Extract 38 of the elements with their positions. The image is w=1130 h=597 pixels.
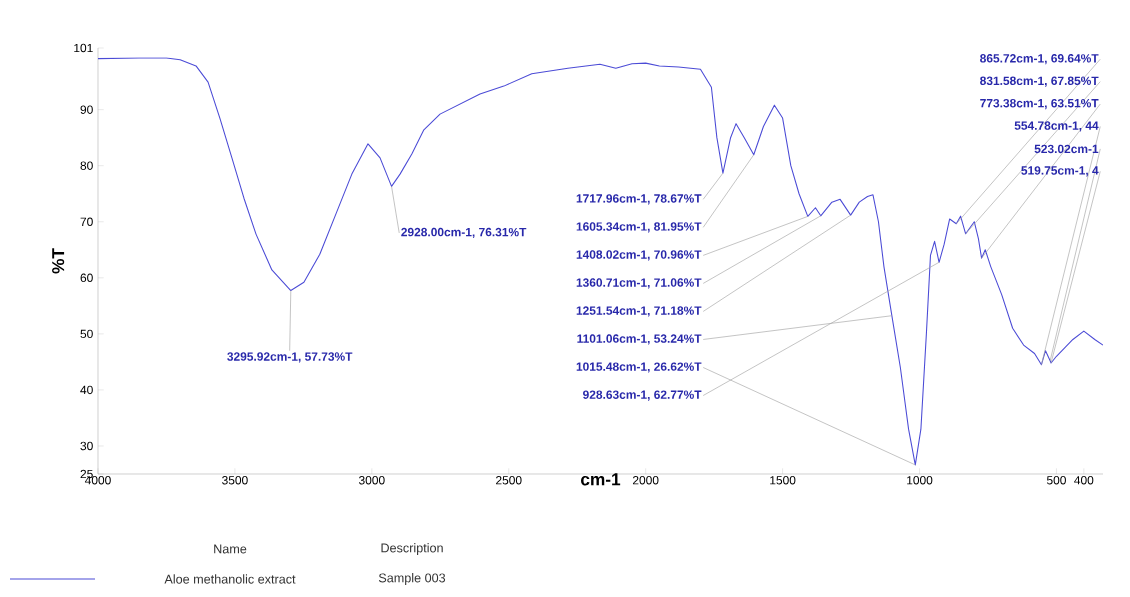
text: Description (381, 543, 443, 555)
annotation: 865.72cm-1, 69.64%T (980, 54, 1099, 65)
annotation: 523.02cm-1 (1034, 144, 1099, 154)
annotation: 773.38cm-1, 63.51%T (980, 98, 1099, 110)
annotation: 928.63cm-1, 62.77%T (583, 390, 702, 401)
annotation: 519.75cm-1, 4 (1021, 166, 1099, 177)
y-tick-label: 80 (80, 161, 93, 170)
annotation: 2928.00cm-1, 76.31%T (401, 227, 527, 239)
y-tick-label: 101 (74, 43, 93, 53)
x-tick-label: 400 (1074, 476, 1094, 485)
annotation: 1101.06cm-1, 53.24%T (577, 334, 702, 345)
y-tick-label: 30 (80, 441, 93, 451)
x-tick-label: 2000 (632, 476, 659, 485)
x-tick-label: 2500 (496, 476, 522, 485)
y-tick-label: 60 (80, 273, 93, 283)
y-tick-label: 70 (80, 217, 93, 226)
annotation: 554.78cm-1, 44 (1014, 121, 1099, 132)
annotation: 1360.71cm-1, 71.06%T (576, 278, 702, 289)
x-tick-label: 1500 (770, 476, 796, 485)
text: Name (214, 544, 247, 554)
y-tick-label: 90 (80, 105, 93, 114)
text: Aloe methanolic extract (164, 574, 296, 584)
y-tick-label: 40 (80, 385, 93, 395)
annotation: 831.58cm-1, 67.85%T (980, 76, 1099, 87)
annotation: 1605.34cm-1, 81.95%T (576, 222, 702, 233)
x-tick-label: 1000 (907, 476, 933, 485)
x-axis-title: cm-1 (581, 473, 621, 486)
annotation: 1251.54cm-1, 71.18%T (576, 306, 702, 317)
annotation: 1717.96cm-1, 78.67%T (576, 194, 702, 205)
y-axis-title: %T (52, 248, 65, 274)
annotation: 3295.92cm-1, 57.73%T (227, 352, 353, 363)
x-tick-label: 3500 (222, 476, 248, 485)
annotation: 1408.02cm-1, 70.96%T (576, 250, 702, 261)
x-tick-label: 3000 (358, 476, 385, 485)
y-tick-label: 50 (80, 329, 93, 339)
text: Sample 003 (378, 573, 446, 585)
x-tick-label: 500 (1046, 476, 1066, 485)
annotation: 1015.48cm-1, 26.62%T (576, 362, 702, 373)
